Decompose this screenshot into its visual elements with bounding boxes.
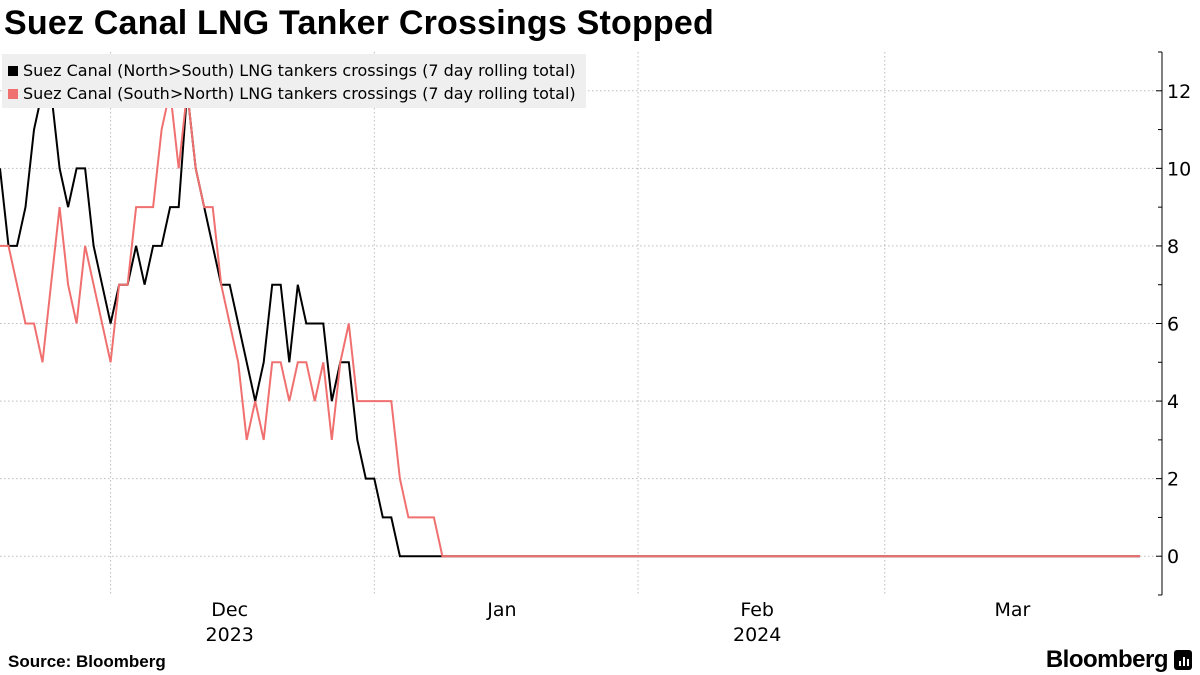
x-tick-label-dec: Dec <box>211 599 248 621</box>
y-tick-label-12: 12 <box>1167 81 1191 103</box>
x-tick-sublabel-feb: 2024 <box>733 624 781 646</box>
legend-label-north-south: Suez Canal (North>South) LNG tankers cro… <box>23 61 576 80</box>
legend-entry-south-north: Suez Canal (South>North) LNG tankers cro… <box>8 82 576 105</box>
legend-swatch-south-north <box>8 88 18 99</box>
series-line-north-south <box>0 89 1140 558</box>
y-tick-label-0: 0 <box>1167 546 1179 568</box>
chart-title: Suez Canal LNG Tanker Crossings Stopped <box>4 4 714 42</box>
chart-legend: Suez Canal (North>South) LNG tankers cro… <box>2 54 586 108</box>
y-tick-label-2: 2 <box>1167 469 1179 491</box>
source-note: Source: Bloomberg <box>8 652 166 671</box>
y-tick-label-10: 10 <box>1167 158 1191 180</box>
legend-label-south-north: Suez Canal (South>North) LNG tankers cro… <box>23 84 576 103</box>
x-tick-label-mar: Mar <box>994 599 1030 621</box>
legend-swatch-north-south <box>8 65 18 76</box>
x-tick-label-feb: Feb <box>740 599 774 621</box>
y-tick-label-6: 6 <box>1167 314 1179 336</box>
legend-entry-north-south: Suez Canal (North>South) LNG tankers cro… <box>8 59 576 82</box>
y-tick-label-4: 4 <box>1167 391 1179 413</box>
bloomberg-terminal-icon <box>1174 650 1192 670</box>
y-tick-label-8: 8 <box>1167 236 1179 258</box>
series-line-south-north <box>0 90 1140 558</box>
x-tick-sublabel-dec: 2023 <box>206 624 254 646</box>
brand-logo-text: Bloomberg <box>1045 646 1169 673</box>
x-tick-label-jan: Jan <box>486 599 516 621</box>
